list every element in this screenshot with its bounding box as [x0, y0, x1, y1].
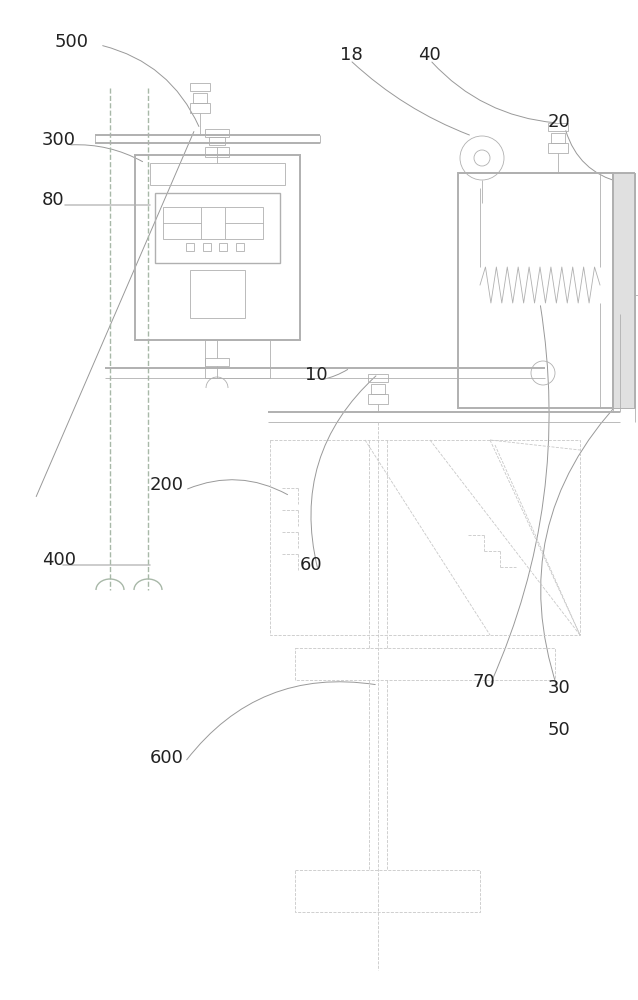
Bar: [551, 133, 565, 143]
Bar: [190, 83, 210, 91]
Bar: [613, 173, 635, 408]
Bar: [295, 648, 555, 680]
Text: 300: 300: [42, 131, 76, 149]
Bar: [155, 193, 280, 263]
Bar: [548, 123, 568, 131]
Text: 80: 80: [42, 191, 64, 209]
Bar: [205, 147, 229, 157]
Text: 400: 400: [42, 551, 76, 569]
Text: 500: 500: [55, 33, 89, 51]
Bar: [203, 243, 211, 251]
Bar: [205, 129, 229, 137]
Bar: [205, 340, 270, 378]
Bar: [209, 137, 225, 145]
Bar: [371, 384, 385, 394]
Bar: [225, 207, 263, 239]
Text: 200: 200: [150, 476, 184, 494]
Bar: [190, 103, 210, 113]
Bar: [205, 358, 229, 366]
Bar: [163, 207, 201, 239]
Text: 40: 40: [418, 46, 441, 64]
Bar: [368, 374, 388, 382]
Bar: [458, 173, 613, 408]
Bar: [190, 270, 245, 318]
Text: 50: 50: [548, 721, 571, 739]
Text: 20: 20: [548, 113, 571, 131]
Bar: [186, 243, 194, 251]
Bar: [150, 163, 285, 185]
Text: 600: 600: [150, 749, 184, 767]
Bar: [548, 143, 568, 153]
Text: 18: 18: [340, 46, 363, 64]
Bar: [295, 870, 480, 912]
Bar: [219, 243, 227, 251]
Bar: [236, 243, 244, 251]
Bar: [270, 440, 580, 635]
Bar: [193, 93, 207, 103]
Bar: [135, 155, 300, 340]
Text: 30: 30: [548, 679, 571, 697]
Text: 70: 70: [472, 673, 494, 691]
Bar: [368, 394, 388, 404]
Text: 60: 60: [300, 556, 323, 574]
Text: 10: 10: [305, 366, 328, 384]
